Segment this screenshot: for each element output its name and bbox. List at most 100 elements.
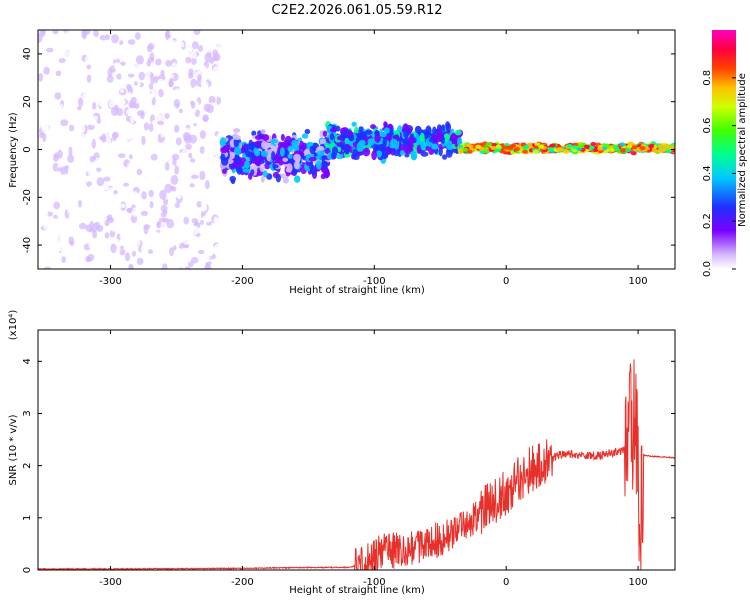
heatmap-cell [163, 48, 169, 58]
heatmap-cell [209, 158, 216, 164]
colorbar-label: Normalized spectral amplitude [737, 73, 748, 227]
spectrogram-x-label: Height of straight line (km) [289, 285, 425, 296]
heatmap-cell [163, 172, 172, 181]
heatmap-cell [175, 227, 182, 233]
heatmap-cell [130, 102, 138, 109]
heatmap-cell [194, 100, 200, 111]
heatmap-cell [651, 148, 658, 153]
heatmap-cell [532, 149, 539, 154]
heatmap-cell [420, 143, 426, 150]
heatmap-cell [110, 243, 117, 254]
heatmap-cell [39, 155, 46, 163]
heatmap-cell [184, 162, 192, 171]
heatmap-cell [191, 51, 197, 60]
heatmap-cell [160, 144, 168, 154]
heatmap-cell [38, 192, 41, 197]
heatmap-cell [169, 48, 175, 57]
heatmap-cell [81, 92, 89, 100]
heatmap-cell [147, 57, 155, 63]
heatmap-cell [306, 141, 314, 147]
heatmap-cell [514, 147, 521, 151]
heatmap-cell [309, 145, 316, 155]
heatmap-cell [39, 82, 47, 92]
heatmap-cell [234, 146, 242, 156]
heatmap-cell [146, 44, 153, 53]
heatmap-cell [195, 243, 200, 253]
heatmap-cell [75, 47, 81, 58]
heatmap-cell [204, 215, 212, 223]
heatmap-cell [164, 113, 170, 120]
heatmap-cell [102, 194, 108, 199]
heatmap-cell [193, 85, 201, 91]
heatmap-cell [287, 145, 294, 152]
heatmap-cell [214, 243, 220, 252]
heatmap-cell [259, 163, 265, 173]
heatmap-cell [106, 153, 113, 159]
heatmap-cell [178, 242, 185, 249]
heatmap-cell [157, 120, 165, 126]
heatmap-cell [92, 102, 97, 110]
heatmap-cell [262, 170, 268, 178]
heatmap-cell [204, 264, 212, 269]
snr-y-ticks: 0 1 2 3 4 [22, 358, 675, 573]
heatmap-cell [61, 248, 68, 257]
colorbar-gradient [712, 30, 736, 269]
heatmap-cell [204, 81, 209, 89]
heatmap-cell [68, 65, 76, 73]
y-tick-label: 1 [22, 515, 33, 521]
heatmap-cell [105, 30, 112, 35]
heatmap-cell [150, 74, 156, 85]
heatmap-cell [445, 122, 452, 132]
heatmap-cell [191, 125, 197, 136]
heatmap-cell [55, 136, 61, 147]
heatmap-cell [68, 146, 73, 156]
heatmap-cell [170, 40, 179, 50]
heatmap-cell [562, 148, 569, 153]
heatmap-cell [190, 200, 196, 207]
heatmap-cell [101, 108, 109, 115]
heatmap-cell [322, 130, 328, 137]
heatmap-cell [99, 93, 104, 103]
heatmap-cell [630, 151, 637, 156]
heatmap-cell [627, 141, 634, 146]
heatmap-cell [58, 58, 66, 63]
y-tick-label: 40 [22, 48, 33, 61]
heatmap-cell [71, 171, 76, 177]
heatmap-cell [316, 150, 325, 157]
heatmap-cell [351, 121, 357, 127]
heatmap-cell [212, 177, 218, 188]
heatmap-cell [115, 118, 124, 125]
heatmap-cell [205, 46, 212, 53]
heatmap-cell [331, 146, 339, 156]
heatmap-cell [49, 126, 54, 134]
heatmap-cell [162, 87, 170, 93]
heatmap-cell [92, 115, 99, 121]
heatmap-cell [131, 191, 139, 199]
heatmap-cell [82, 98, 90, 105]
heatmap-cell [146, 181, 153, 187]
heatmap-cell [111, 34, 119, 44]
heatmap-cell [245, 150, 251, 158]
heatmap-cell [358, 139, 366, 146]
heatmap-cell [119, 61, 126, 66]
heatmap-cell [191, 41, 199, 50]
heatmap-cell [123, 30, 130, 35]
heatmap-cell [115, 217, 123, 226]
heatmap-cell [75, 247, 80, 255]
heatmap-cell [208, 95, 216, 105]
heatmap-cell [117, 98, 126, 105]
heatmap-cell [93, 36, 101, 44]
heatmap-cell [169, 247, 174, 257]
heatmap-cell [54, 83, 63, 88]
heatmap-cell [38, 73, 44, 82]
heatmap-cell [183, 131, 189, 141]
heatmap-cell [270, 139, 278, 144]
heatmap-cell [86, 74, 92, 83]
heatmap-cell [194, 166, 199, 172]
heatmap-cell [142, 248, 148, 256]
heatmap-cell [96, 199, 104, 207]
heatmap-cell [124, 174, 131, 183]
heatmap-cell [199, 256, 205, 261]
snr-series-line [38, 359, 675, 570]
